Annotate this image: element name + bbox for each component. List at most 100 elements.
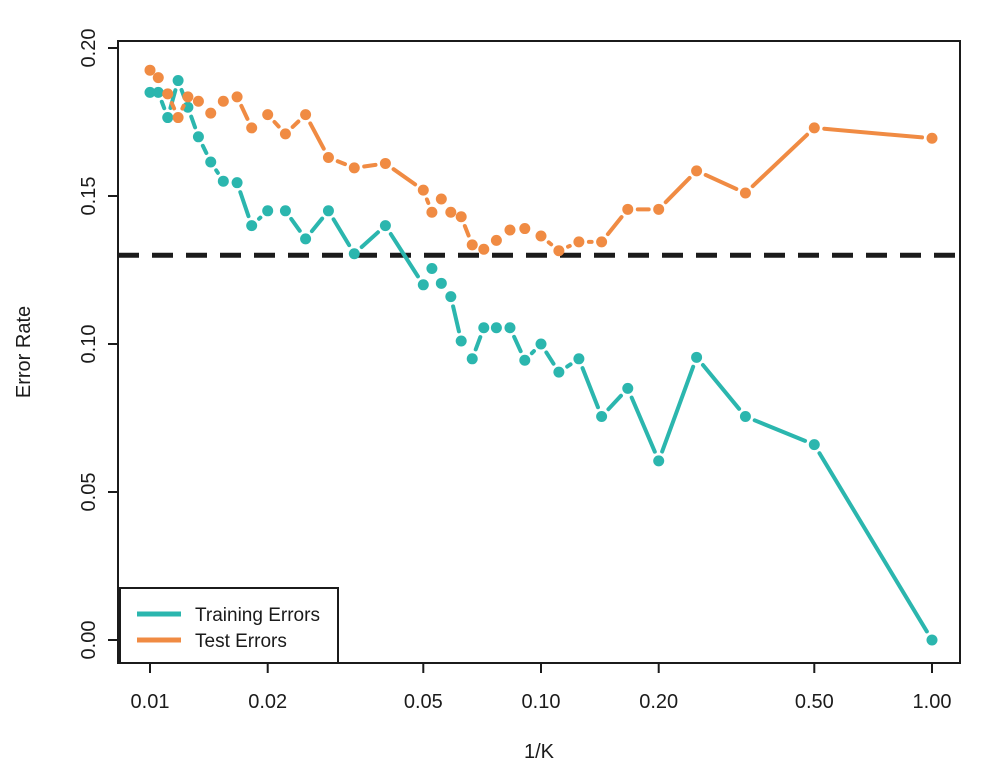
- test-point: [417, 184, 429, 196]
- training-segment: [189, 114, 198, 130]
- training-segment: [257, 215, 263, 221]
- x-tick-label: 0.02: [248, 691, 287, 713]
- training-point: [217, 175, 229, 187]
- test-point: [246, 122, 258, 134]
- training-point: [478, 322, 490, 334]
- test-segment: [703, 172, 739, 191]
- training-point: [144, 86, 156, 98]
- training-point: [573, 353, 585, 365]
- test-point: [231, 91, 243, 103]
- test-point: [490, 234, 502, 246]
- training-point: [596, 411, 608, 423]
- training-point: [553, 366, 565, 378]
- y-tick-label: 0.05: [78, 473, 100, 512]
- test-segment: [566, 243, 572, 249]
- x-axis-title: 1/K: [524, 741, 555, 763]
- test-segment: [605, 215, 624, 237]
- test-point: [192, 95, 204, 107]
- training-segment: [473, 335, 483, 352]
- training-segment: [580, 366, 600, 410]
- legend-test-label: Test Errors: [195, 631, 287, 652]
- test-errors-series: [144, 64, 938, 257]
- test-point: [653, 203, 665, 215]
- test-segment: [308, 121, 326, 151]
- test-segment: [239, 103, 250, 121]
- test-point: [808, 122, 820, 134]
- test-segment: [663, 175, 692, 205]
- legend: Training Errors Test Errors: [119, 587, 339, 664]
- training-point: [653, 455, 665, 467]
- test-point: [573, 236, 585, 248]
- test-point: [152, 72, 164, 84]
- test-point: [535, 230, 547, 242]
- training-point: [808, 439, 820, 451]
- training-segment: [565, 362, 573, 369]
- test-segment: [462, 224, 471, 238]
- test-point: [262, 109, 274, 121]
- training-point: [231, 177, 243, 189]
- test-point: [322, 152, 334, 164]
- training-segment: [289, 216, 302, 233]
- test-point: [926, 132, 938, 144]
- test-point: [622, 203, 634, 215]
- training-segment: [331, 217, 352, 248]
- test-point: [519, 223, 531, 235]
- test-point: [162, 88, 174, 100]
- x-tick-label: 0.05: [404, 691, 443, 713]
- test-point: [300, 109, 312, 121]
- x-tick-label: 0.50: [795, 691, 834, 713]
- training-point: [152, 86, 164, 98]
- training-segment: [700, 363, 742, 411]
- legend-training-label: Training Errors: [195, 605, 320, 626]
- training-errors-series: [144, 75, 938, 646]
- training-point: [926, 634, 938, 646]
- test-point: [478, 243, 490, 255]
- x-tick-label: 1.00: [913, 691, 952, 713]
- plot-frame: [117, 40, 961, 664]
- test-segment: [180, 103, 186, 111]
- x-tick-labels: 0.01 0.02 0.05 0.10 0.20 0.50 1.00: [131, 691, 952, 713]
- training-segment: [451, 304, 461, 334]
- training-point: [192, 131, 204, 143]
- test-segment: [362, 162, 378, 169]
- training-point: [246, 220, 258, 232]
- training-point: [205, 156, 217, 168]
- test-point: [739, 187, 751, 199]
- test-segment: [335, 159, 347, 167]
- test-segment: [822, 126, 925, 140]
- test-point: [553, 245, 565, 257]
- test-segment: [290, 119, 301, 129]
- training-point: [322, 205, 334, 217]
- training-segment: [238, 190, 251, 219]
- training-segment: [529, 349, 536, 356]
- training-point: [519, 354, 531, 366]
- training-segment: [629, 395, 657, 454]
- training-point: [300, 233, 312, 245]
- y-tick-label: 0.20: [78, 29, 100, 68]
- test-segment: [169, 101, 177, 111]
- test-point: [426, 206, 438, 218]
- test-point: [182, 91, 194, 103]
- test-point: [379, 157, 391, 169]
- training-point: [426, 263, 438, 275]
- training-point: [348, 248, 360, 260]
- training-point: [535, 338, 547, 350]
- training-segment: [752, 418, 808, 443]
- training-point: [417, 279, 429, 291]
- training-point: [622, 382, 634, 394]
- test-point: [217, 95, 229, 107]
- test-point: [205, 107, 217, 119]
- test-point: [279, 128, 291, 140]
- training-point: [455, 335, 467, 347]
- training-segment: [200, 143, 209, 155]
- test-point: [596, 236, 608, 248]
- test-point: [691, 165, 703, 177]
- test-point: [466, 239, 478, 251]
- y-tick-label: 0.10: [78, 325, 100, 364]
- test-point: [348, 162, 360, 174]
- training-point: [379, 220, 391, 232]
- y-tick-label: 0.15: [78, 177, 100, 216]
- training-point: [691, 351, 703, 363]
- x-tick-label: 0.01: [131, 691, 170, 713]
